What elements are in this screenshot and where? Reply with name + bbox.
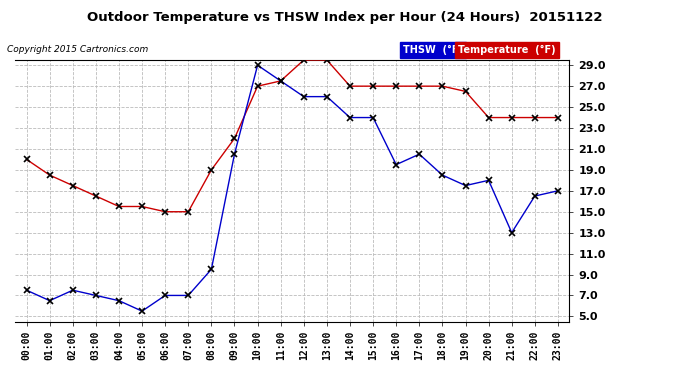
Text: Outdoor Temperature vs THSW Index per Hour (24 Hours)  20151122: Outdoor Temperature vs THSW Index per Ho… bbox=[87, 11, 603, 24]
Text: Copyright 2015 Cartronics.com: Copyright 2015 Cartronics.com bbox=[7, 45, 148, 54]
Text: Temperature  (°F): Temperature (°F) bbox=[458, 45, 555, 55]
Text: THSW  (°F): THSW (°F) bbox=[403, 45, 463, 55]
